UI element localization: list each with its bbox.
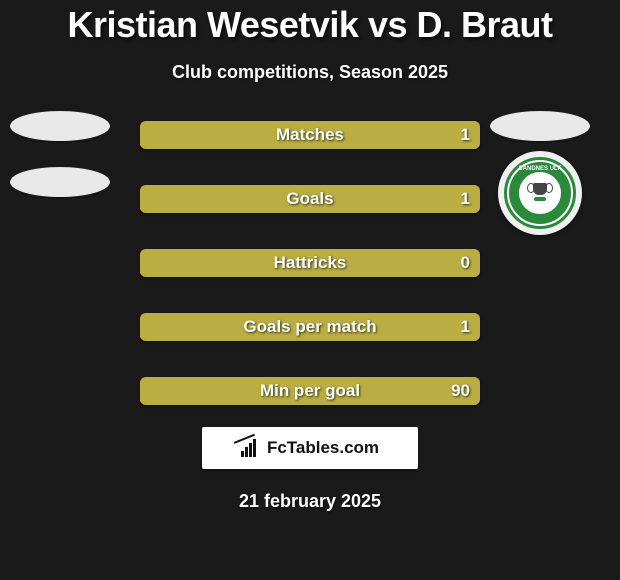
stat-value-right: 1 xyxy=(461,317,470,337)
stat-label: Hattricks xyxy=(274,253,347,273)
page-title: Kristian Wesetvik vs D. Braut xyxy=(0,0,620,46)
comparison-bars: Matches 1 Goals 1 Hattricks 0 Goals per match 1… xyxy=(140,121,480,405)
player-badge-placeholder xyxy=(10,111,110,141)
stat-value-right: 1 xyxy=(461,189,470,209)
club-crest-inner: SANDNES ULF xyxy=(504,157,576,229)
stat-bar: Goals 1 xyxy=(140,185,480,213)
brand-text: FcTables.com xyxy=(267,438,379,458)
stat-bar: Goals per match 1 xyxy=(140,313,480,341)
brand-box: FcTables.com xyxy=(202,427,418,469)
bar-chart-icon xyxy=(241,439,261,457)
stat-value-right: 0 xyxy=(461,253,470,273)
player-badge-placeholder xyxy=(10,167,110,197)
right-player-badges: SANDNES ULF xyxy=(490,111,590,235)
trophy-base-icon xyxy=(534,197,546,201)
stat-bar: Min per goal 90 xyxy=(140,377,480,405)
crest-text: SANDNES ULF xyxy=(519,166,562,172)
stat-label: Matches xyxy=(276,125,344,145)
stat-value-right: 90 xyxy=(451,381,470,401)
stats-area: SANDNES ULF Matches 1 Goals 1 Hattricks 0 Goal… xyxy=(0,121,620,405)
stat-bar: Matches 1 xyxy=(140,121,480,149)
stat-bar: Hattricks 0 xyxy=(140,249,480,277)
trophy-icon xyxy=(533,183,547,195)
stat-label: Goals per match xyxy=(243,317,376,337)
infographic-container: Kristian Wesetvik vs D. Braut Club compe… xyxy=(0,0,620,580)
stat-label: Min per goal xyxy=(260,381,360,401)
player-badge-placeholder xyxy=(490,111,590,141)
club-crest: SANDNES ULF xyxy=(498,151,582,235)
left-player-badges xyxy=(10,111,110,197)
stat-label: Goals xyxy=(286,189,333,209)
date-text: 21 february 2025 xyxy=(0,491,620,512)
subtitle: Club competitions, Season 2025 xyxy=(0,62,620,83)
stat-value-right: 1 xyxy=(461,125,470,145)
